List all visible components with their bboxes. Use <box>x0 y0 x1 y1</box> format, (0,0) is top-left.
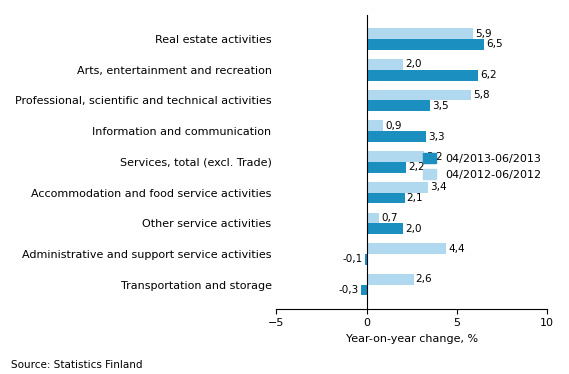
Text: 2,1: 2,1 <box>407 193 423 203</box>
Bar <box>366 162 406 173</box>
Bar <box>366 212 380 223</box>
Bar <box>366 193 405 203</box>
Text: 0,9: 0,9 <box>385 121 402 131</box>
Text: 6,2: 6,2 <box>481 70 497 80</box>
Text: 0,7: 0,7 <box>381 213 398 223</box>
Legend: 04/2013-06/2013, 04/2012-06/2012: 04/2013-06/2013, 04/2012-06/2012 <box>423 153 542 180</box>
Text: 3,4: 3,4 <box>430 182 447 192</box>
Bar <box>366 28 473 39</box>
Bar <box>366 120 383 131</box>
Bar <box>366 90 471 101</box>
Bar <box>361 285 366 295</box>
Text: 2,6: 2,6 <box>416 274 432 284</box>
Text: 2,2: 2,2 <box>409 162 425 172</box>
Bar <box>366 274 414 285</box>
Bar <box>366 182 428 193</box>
Bar <box>365 254 366 265</box>
X-axis label: Year-on-year change, %: Year-on-year change, % <box>346 334 478 344</box>
Bar <box>366 101 430 111</box>
Text: 5,8: 5,8 <box>473 90 490 100</box>
Bar <box>366 59 403 70</box>
Bar <box>366 223 403 234</box>
Text: 3,3: 3,3 <box>428 132 445 141</box>
Text: 3,2: 3,2 <box>427 151 443 162</box>
Text: 2,0: 2,0 <box>405 224 422 234</box>
Text: -0,1: -0,1 <box>343 254 362 264</box>
Bar <box>366 39 484 50</box>
Text: 6,5: 6,5 <box>486 40 502 49</box>
Text: -0,3: -0,3 <box>339 285 359 295</box>
Bar <box>366 243 446 254</box>
Text: 3,5: 3,5 <box>432 101 448 111</box>
Text: Source: Statistics Finland: Source: Statistics Finland <box>11 360 143 370</box>
Text: 5,9: 5,9 <box>475 29 492 39</box>
Text: 2,0: 2,0 <box>405 59 422 70</box>
Bar <box>366 131 426 142</box>
Text: 4,4: 4,4 <box>448 243 465 254</box>
Bar <box>366 70 479 80</box>
Bar <box>366 151 424 162</box>
